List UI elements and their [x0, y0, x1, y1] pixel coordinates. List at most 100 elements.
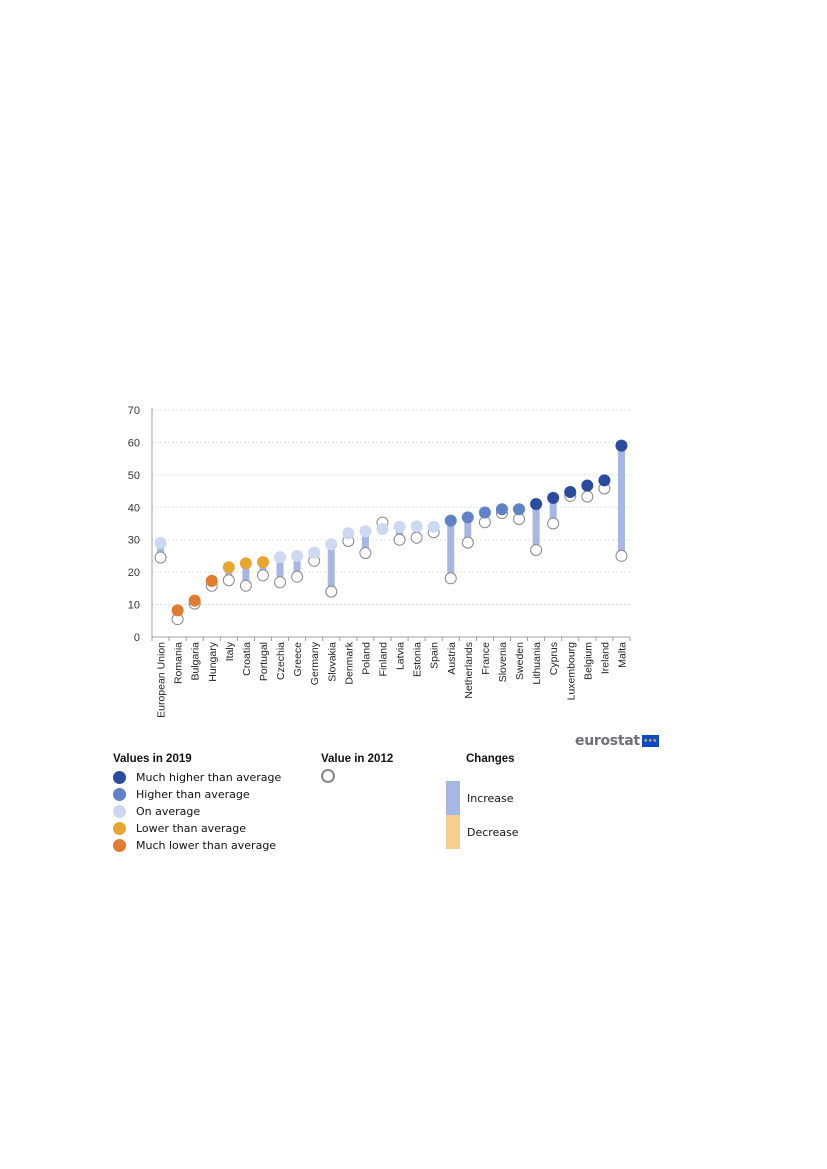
value-2019-point [513, 503, 526, 516]
y-tick-label: 10 [128, 600, 140, 612]
value-2019-point [376, 523, 389, 536]
value-2019-point [495, 503, 508, 516]
x-tick-label: Finland [377, 642, 389, 677]
x-tick-label: Greece [292, 642, 304, 677]
change-bar [361, 531, 369, 554]
change-bar [259, 562, 267, 576]
change-bar [157, 542, 165, 558]
value-2012-point [359, 547, 372, 560]
x-tick-label: European Union [156, 642, 168, 718]
x-tick-label: Malta [616, 642, 628, 668]
x-tick-label: Sweden [514, 642, 526, 680]
x-tick-label: Belgium [582, 642, 594, 680]
change-bar [276, 557, 284, 583]
value-2012-point [444, 572, 457, 585]
y-tick-label: 70 [128, 405, 140, 417]
y-tick-label: 20 [128, 567, 140, 579]
legend-item-label: Much higher than average [136, 771, 282, 784]
legend-item-1: Higher than average [113, 786, 281, 803]
eurostat-logo: eurostat ★★★ [575, 733, 659, 749]
legend-item-2: On average [113, 803, 281, 820]
x-tick-label: Austria [446, 642, 458, 675]
value-2012-point [325, 585, 338, 598]
legend-values-2019: Values in 2019 Much higher than average H… [113, 753, 281, 854]
value-2012-point [256, 569, 269, 582]
value-2012-point [154, 551, 167, 564]
x-tick-label: Poland [360, 642, 372, 675]
value-2012-point [615, 549, 628, 562]
x-tick-label: Estonia [412, 642, 424, 677]
change-bar [617, 445, 625, 556]
legend-dot-icon [113, 805, 126, 818]
x-tick-label: Spain [429, 642, 441, 669]
legend-decrease-label: Decrease [467, 825, 519, 839]
x-tick-label: Croatia [241, 642, 253, 676]
x-tick-label: Czechia [275, 642, 287, 680]
change-bar [293, 555, 301, 577]
value-2012-point [222, 574, 235, 587]
value-2019-point [205, 574, 218, 587]
legend-increase: Increase [446, 781, 519, 815]
legend-item-3: Lower than average [113, 820, 281, 837]
y-tick-label: 0 [134, 632, 140, 644]
legend-item-label: Higher than average [136, 788, 250, 801]
x-tick-label: Luxembourg [565, 642, 577, 701]
value-2019-point [171, 604, 184, 617]
x-tick-label: Ireland [599, 642, 611, 674]
change-bar [447, 520, 455, 579]
legend-dot-icon [113, 822, 126, 835]
x-tick-label: Lithuania [531, 642, 543, 685]
value-2019-point [291, 549, 304, 562]
value-2019-point [410, 520, 423, 533]
value-2019-point [325, 538, 338, 551]
y-tick-label: 60 [128, 437, 140, 449]
value-2012-point [410, 531, 423, 544]
legend-dot-icon [113, 839, 126, 852]
legend-item-4: Much lower than average [113, 837, 281, 854]
change-bar [532, 504, 540, 551]
value-2019-point [256, 556, 269, 569]
value-2019-point [478, 506, 491, 519]
value-2019-point [274, 551, 287, 564]
x-tick-label: France [480, 642, 492, 675]
logo-text: eurostat [575, 733, 640, 749]
decrease-swatch [446, 815, 460, 849]
value-2012-point [461, 536, 474, 549]
legend-title-value-2012: Value in 2012 [321, 753, 394, 765]
legend-item-label: Much lower than average [136, 839, 277, 852]
change-bar [464, 517, 472, 543]
legend-title-values-2019: Values in 2019 [113, 753, 192, 765]
value-2012-point [581, 490, 594, 503]
value-2012-ring-icon [321, 769, 335, 783]
x-tick-label: Slovakia [326, 642, 338, 682]
change-bar [549, 497, 557, 524]
value-2019-point [239, 557, 252, 570]
x-tick-label: Germany [309, 641, 321, 685]
x-tick-label: Latvia [395, 642, 407, 670]
value-2012-point [274, 576, 287, 589]
legend-changes: Changes Increase Decrease [446, 753, 519, 849]
x-tick-label: Netherlands [463, 642, 475, 699]
x-tick-label: Cyprus [548, 642, 560, 675]
value-2019-point [581, 479, 594, 492]
legend-dot-icon [113, 771, 126, 784]
value-2019-point [444, 514, 457, 527]
value-2012-point [239, 579, 252, 592]
change-bar [242, 563, 250, 586]
x-tick-label: Italy [224, 641, 236, 661]
value-2019-point [615, 439, 628, 452]
value-2012-point [547, 517, 560, 530]
value-2019-point [598, 474, 611, 487]
change-bar [225, 567, 233, 581]
change-bar [327, 544, 335, 592]
value-2019-point [308, 546, 321, 559]
value-2019-point [461, 511, 474, 524]
value-2019-point [359, 525, 372, 538]
value-2012-point [393, 533, 406, 546]
value-2019-point [427, 520, 440, 533]
increase-swatch [446, 781, 460, 815]
value-2019-point [393, 520, 406, 533]
x-tick-label: Romania [173, 642, 185, 684]
x-tick-label: Hungary [207, 641, 219, 681]
legend-value-2012: Value in 2012 [321, 753, 393, 783]
